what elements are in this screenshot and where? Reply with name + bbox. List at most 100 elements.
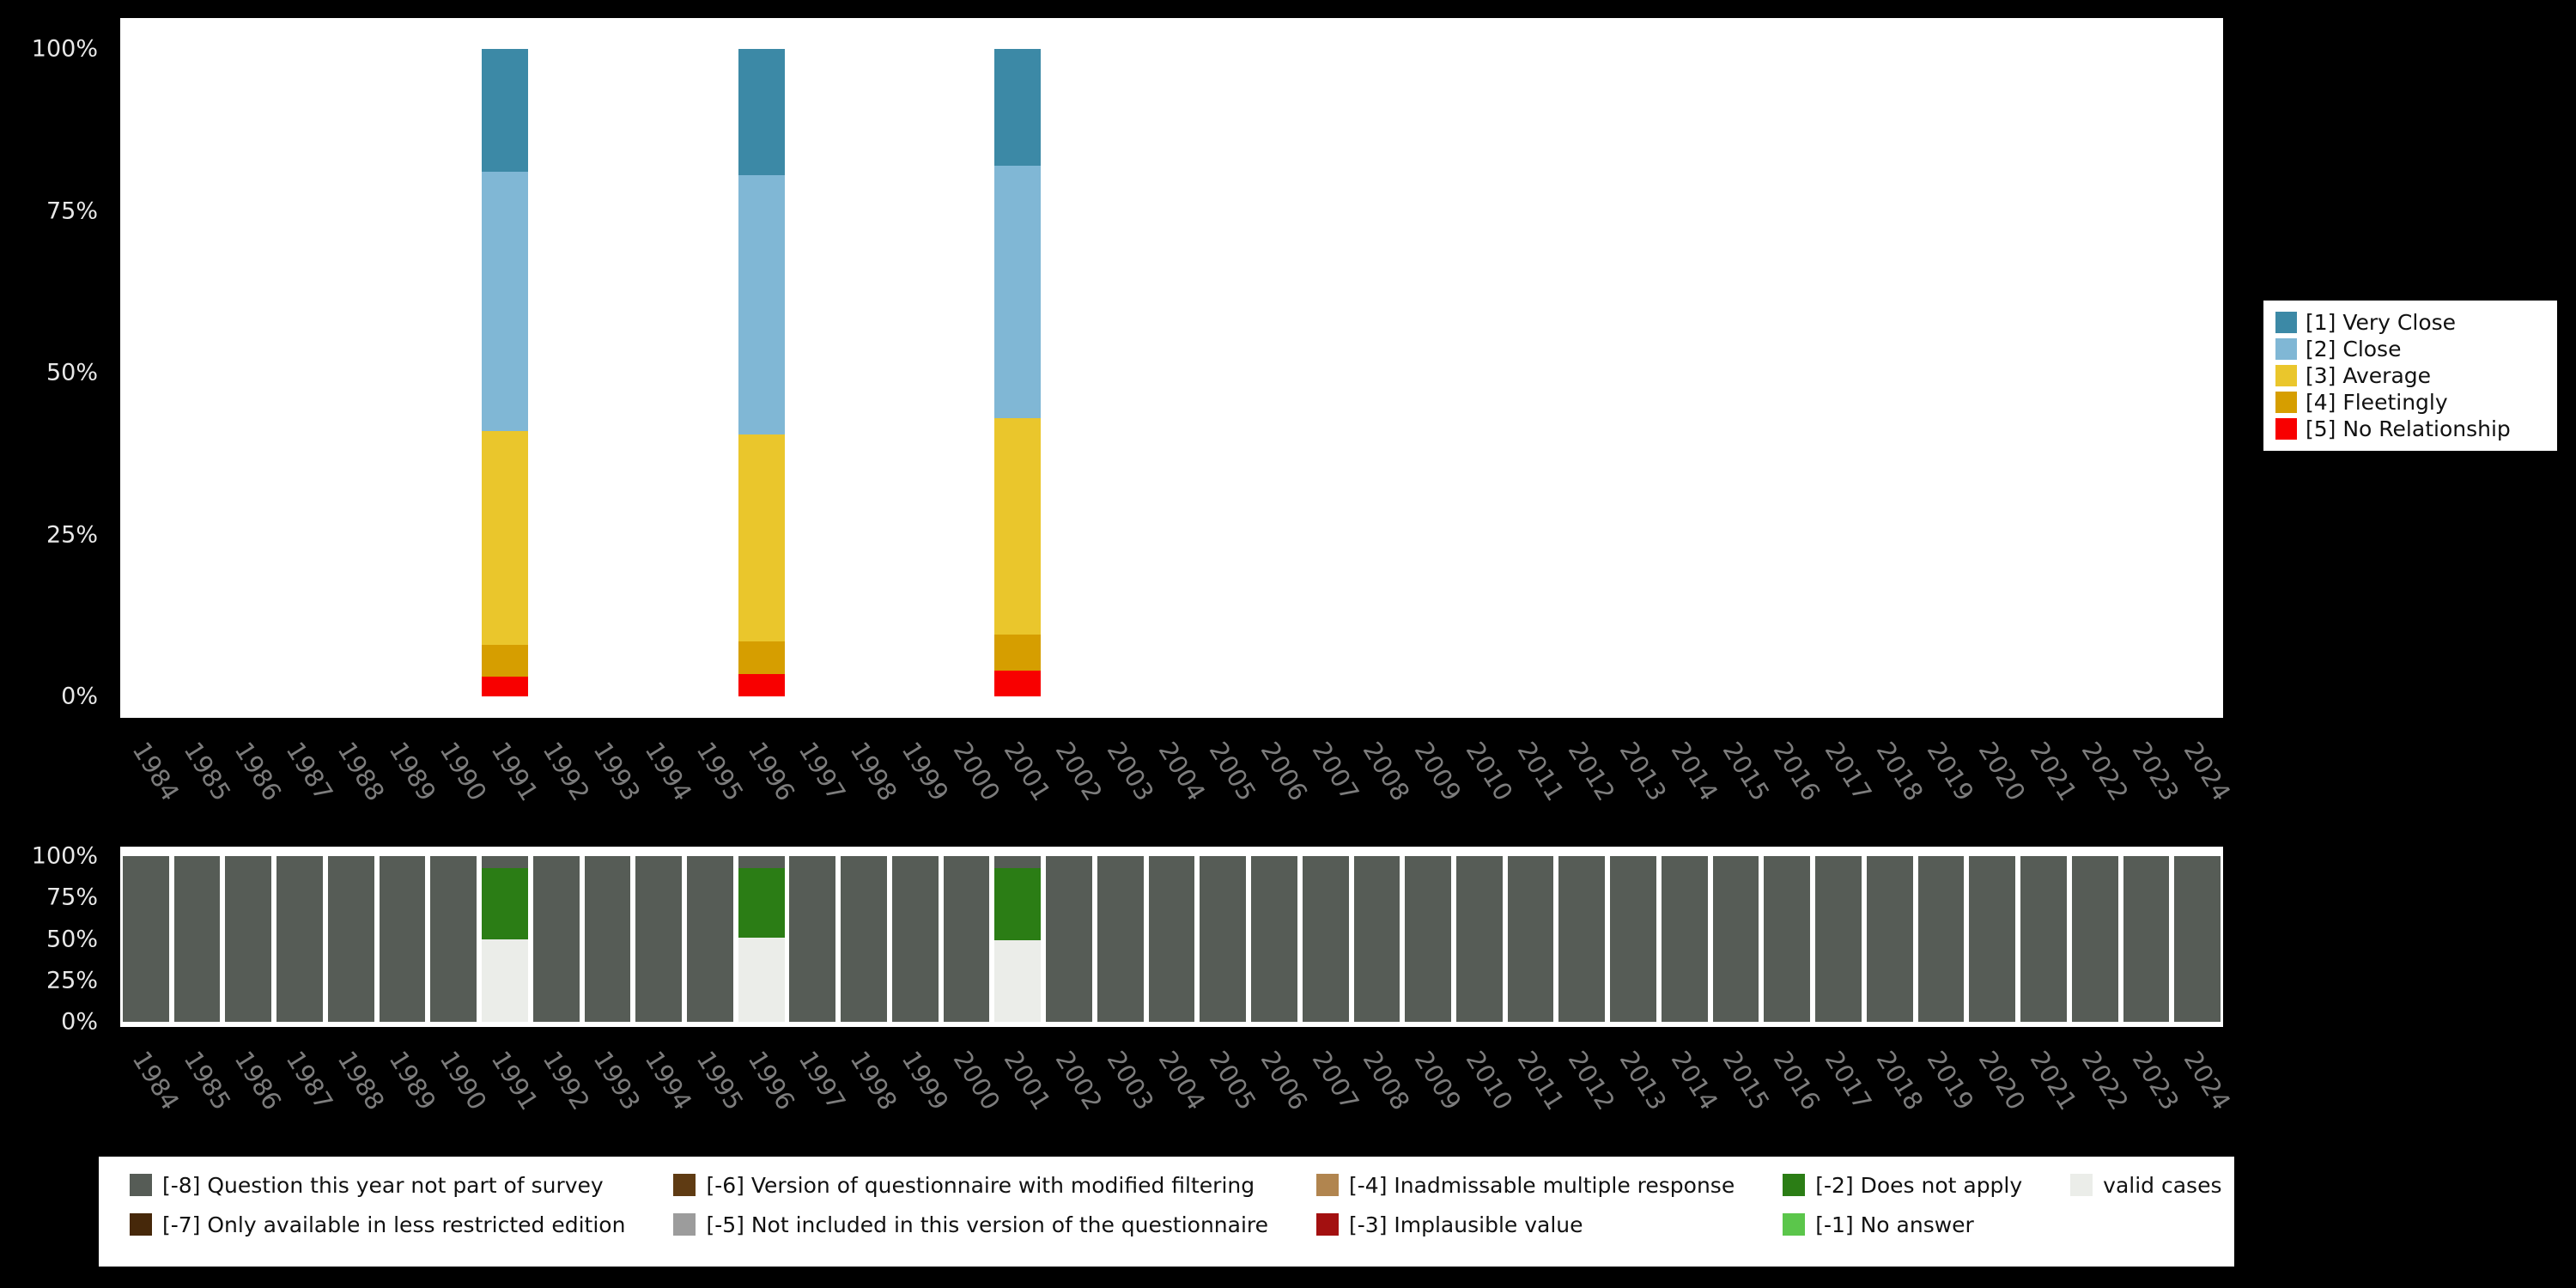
y-tick-label: 0%	[61, 683, 98, 710]
bar-segment	[2123, 856, 2170, 1022]
bar-segment	[1097, 856, 1144, 1022]
bar-segment	[994, 49, 1042, 166]
legend-color-swatch	[2275, 418, 2297, 440]
legend-item-label: [-6] Version of questionnaire with modif…	[706, 1172, 1255, 1198]
legend-color-swatch	[1316, 1213, 1340, 1236]
bar-segment	[1251, 856, 1297, 1022]
bar-segment	[994, 940, 1042, 1022]
x-axis-year-label: 2003	[1101, 1045, 1160, 1115]
bar-2018	[1864, 856, 1916, 1022]
x-axis-year-label: 2014	[1665, 1045, 1724, 1115]
bar-2002	[1043, 856, 1095, 1022]
bar-2010	[1454, 49, 1505, 696]
bar-segment	[1969, 856, 2016, 1022]
bar-stack	[687, 49, 733, 696]
bar-2006	[1249, 49, 1300, 696]
legend-column: [-6] Version of questionnaire with modif…	[673, 1172, 1268, 1237]
legend-column: [-2] Does not apply [-1] No answer	[1783, 1172, 2022, 1237]
bar-2013	[1607, 49, 1659, 696]
bar-stack	[276, 49, 323, 696]
legend-item-label: [-8] Question this year not part of surv…	[162, 1172, 604, 1198]
x-axis-year-label: 2014	[1665, 736, 1724, 806]
bar-segment	[482, 939, 528, 1022]
bar-stack	[1097, 49, 1144, 696]
x-axis-year-label: 2004	[1152, 1045, 1212, 1115]
bar-1993	[582, 49, 634, 696]
bar-1991	[479, 856, 531, 1022]
bar-stack	[891, 856, 939, 1022]
x-axis-year-label: 2021	[2024, 1045, 2083, 1115]
bar-stack	[1815, 49, 1862, 696]
bar-segment	[738, 175, 785, 434]
bar-1990	[428, 49, 479, 696]
x-axis-year-label: 2008	[1358, 736, 1416, 806]
legend-item-label: [4] Fleetingly	[2306, 390, 2448, 415]
x-axis-year-label: 1987	[280, 736, 339, 806]
bar-stack	[379, 856, 426, 1022]
y-tick-label: 25%	[46, 967, 98, 994]
x-axis-year-label: 1993	[588, 736, 647, 806]
bar-segment	[1917, 856, 1965, 1022]
bar-2017	[1813, 856, 1864, 1022]
legend-item: [3] Average	[2275, 362, 2545, 389]
x-axis-year-label: 1986	[228, 736, 288, 806]
x-axis-year-label: 1989	[383, 736, 442, 806]
bar-stack	[2123, 856, 2170, 1022]
bar-stack	[635, 856, 683, 1022]
bar-1991	[479, 49, 531, 696]
legend-item: [5] No Relationship	[2275, 416, 2545, 442]
missing-values-plot	[120, 847, 2223, 1027]
bar-stack	[1046, 49, 1092, 696]
x-axis-year-label: 2019	[1922, 736, 1981, 806]
bar-segment	[1764, 856, 1811, 1022]
bar-segment	[738, 673, 785, 696]
x-axis-year-label: 2011	[1511, 736, 1571, 806]
x-axis-year-label: 1999	[896, 736, 955, 806]
legend-color-swatch	[130, 1213, 152, 1236]
bar-stack	[123, 49, 169, 696]
bar-2020	[1966, 856, 2018, 1022]
bar-segment	[738, 856, 785, 868]
bar-1992	[531, 856, 582, 1022]
x-axis-year-label: 2001	[998, 736, 1057, 806]
x-axis-year-label: 2020	[1972, 1045, 2032, 1115]
bar-stack	[174, 49, 221, 696]
bar-segment	[276, 856, 323, 1022]
bar-stack	[2174, 49, 2221, 696]
legend-color-swatch	[2275, 392, 2297, 413]
bar-2015	[1710, 856, 1762, 1022]
bar-stack	[789, 49, 835, 696]
bar-stack	[328, 49, 374, 696]
bar-1994	[633, 856, 684, 1022]
bar-2024	[2172, 856, 2223, 1022]
bar-segment	[482, 430, 528, 645]
bar-segment	[994, 635, 1042, 671]
x-axis-year-label: 2001	[998, 1045, 1057, 1115]
bar-segment	[482, 644, 528, 677]
bar-1995	[684, 856, 736, 1022]
bar-2022	[2069, 49, 2121, 696]
bar-stack	[1558, 49, 1605, 696]
bar-segment	[379, 856, 426, 1022]
x-axis-year-label: 1985	[178, 736, 237, 806]
bar-1993	[582, 856, 634, 1022]
bar-stack	[1302, 856, 1349, 1022]
x-axis-year-label: 1985	[178, 1045, 237, 1115]
legend-item: valid cases	[2070, 1172, 2222, 1198]
bar-segment	[173, 856, 221, 1022]
legend-item-label: [-1] No answer	[1815, 1212, 1974, 1237]
legend-column: valid cases	[2070, 1172, 2222, 1198]
bar-segment	[1405, 856, 1452, 1022]
legend-item-label: [-2] Does not apply	[1815, 1172, 2023, 1198]
bar-stack	[944, 49, 990, 696]
bar-stack	[841, 49, 887, 696]
x-axis-year-label: 1987	[280, 1045, 339, 1115]
bar-2004	[1146, 49, 1198, 696]
bar-2006	[1249, 856, 1300, 1022]
bar-2023	[2121, 49, 2172, 696]
bar-stack	[1046, 856, 1092, 1022]
legend-item: [1] Very Close	[2275, 309, 2545, 336]
bar-2008	[1352, 856, 1403, 1022]
bar-2015	[1710, 49, 1762, 696]
bar-stack	[2123, 49, 2170, 696]
